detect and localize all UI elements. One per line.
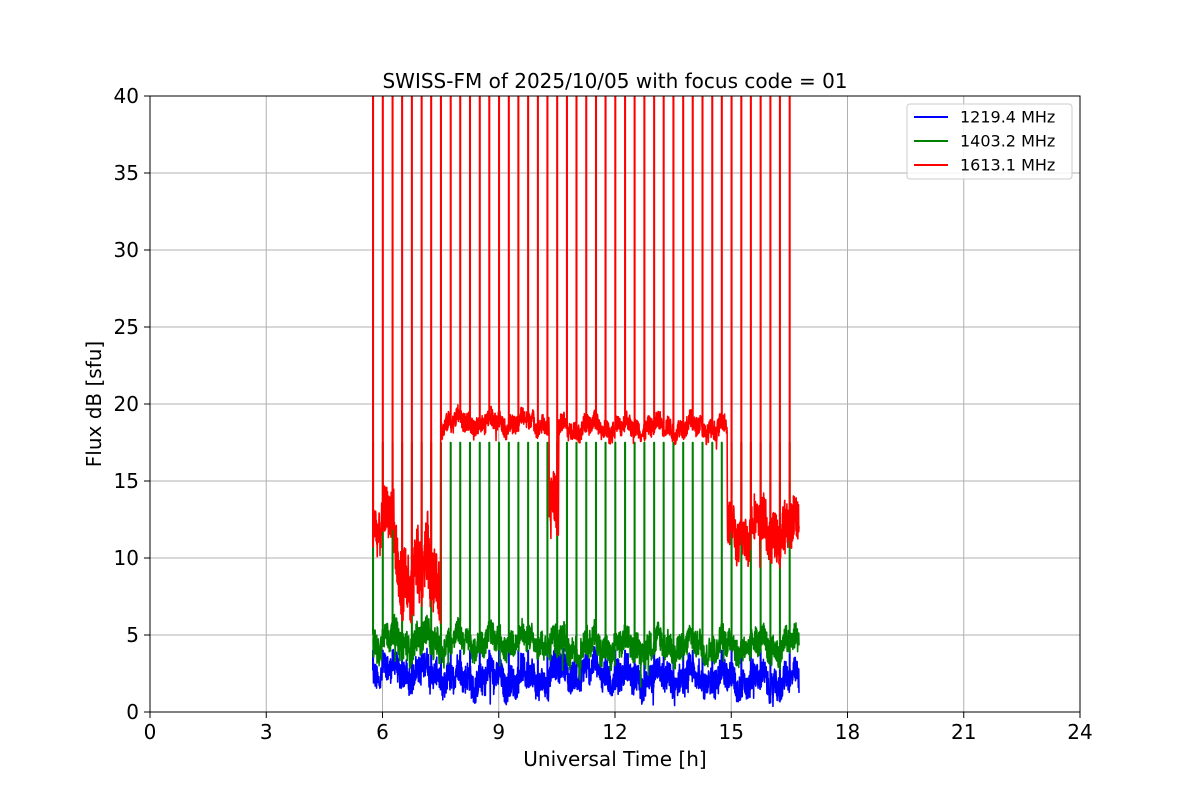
y-axis-title: Flux dB [sfu] — [82, 341, 106, 467]
y-tick-label: 25 — [114, 315, 139, 339]
x-tick-label: 6 — [376, 720, 389, 744]
y-tick-label: 20 — [114, 392, 139, 416]
x-tick-label: 12 — [602, 720, 627, 744]
y-tick-label: 30 — [114, 238, 139, 262]
x-tick-label: 24 — [1067, 720, 1092, 744]
x-tick-label: 0 — [144, 720, 157, 744]
y-axis: 0 5 10 15 20 25 30 35 40 — [114, 84, 150, 724]
y-tick-label: 40 — [114, 84, 139, 108]
x-tick-label: 3 — [260, 720, 273, 744]
x-tick-label: 18 — [835, 720, 860, 744]
legend-label: 1613.1 MHz — [960, 156, 1055, 175]
legend-label: 1219.4 MHz — [960, 108, 1055, 127]
y-tick-label: 35 — [114, 161, 139, 185]
y-tick-label: 10 — [114, 546, 139, 570]
x-tick-label: 21 — [951, 720, 976, 744]
chart-title: SWISS-FM of 2025/10/05 with focus code =… — [382, 69, 847, 93]
y-tick-label: 15 — [114, 469, 139, 493]
x-tick-label: 9 — [492, 720, 505, 744]
legend-label: 1403.2 MHz — [960, 132, 1055, 151]
x-axis-title: Universal Time [h] — [523, 747, 706, 771]
legend: 1219.4 MHz 1403.2 MHz 1613.1 MHz — [906, 103, 1073, 180]
y-tick-label: 5 — [126, 623, 139, 647]
x-axis: 0 3 6 9 12 15 18 21 24 — [144, 712, 1093, 744]
y-tick-label: 0 — [126, 700, 139, 724]
series-line — [372, 645, 800, 708]
legend-box — [906, 103, 1073, 180]
series-line — [372, 441, 800, 688]
series-layer — [372, 96, 800, 708]
x-tick-label: 15 — [719, 720, 744, 744]
plot-area — [149, 95, 1081, 713]
series-line — [372, 96, 800, 625]
